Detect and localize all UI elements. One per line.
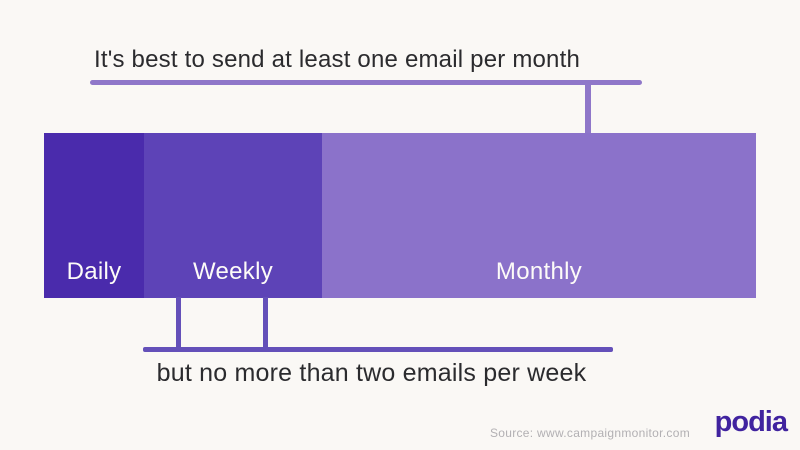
top-bracket-line — [90, 80, 642, 85]
source-attribution: Source: www.campaignmonitor.com — [489, 426, 690, 440]
podia-logo: podia — [714, 406, 788, 438]
segment-label-weekly: Weekly — [192, 258, 274, 285]
bottom-bracket-line — [143, 347, 613, 352]
segment-label-daily: Daily — [66, 258, 122, 285]
top-annotation-text: It's best to send at least one email per… — [93, 46, 581, 73]
top-bracket-connector — [585, 83, 591, 134]
bar-segment-weekly: Weekly — [144, 133, 322, 298]
bottom-bracket-connector-left — [176, 297, 181, 348]
frequency-bar: Daily Weekly Monthly — [44, 133, 756, 298]
segment-label-monthly: Monthly — [495, 258, 583, 285]
bottom-bracket-connector-right — [263, 297, 268, 348]
bar-segment-daily: Daily — [44, 133, 144, 298]
bar-segment-monthly: Monthly — [322, 133, 756, 298]
bottom-annotation-text: but no more than two emails per week — [156, 359, 587, 387]
